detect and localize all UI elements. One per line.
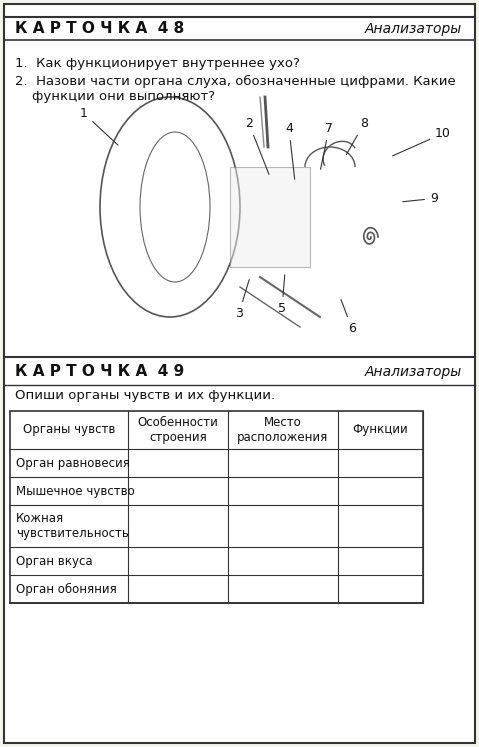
Text: 2.  Назови части органа слуха, обозначенные цифрами. Какие
    функции они выпол: 2. Назови части органа слуха, обозначенн…: [15, 75, 456, 103]
FancyBboxPatch shape: [230, 167, 310, 267]
Text: Органы чувств: Органы чувств: [23, 424, 115, 436]
Text: Анализаторы: Анализаторы: [365, 365, 462, 379]
Text: Опиши органы чувств и их функции.: Опиши органы чувств и их функции.: [15, 389, 275, 402]
Text: Место
расположения: Место расположения: [238, 416, 329, 444]
Text: 6: 6: [341, 300, 356, 335]
Text: Мышечное чувство: Мышечное чувство: [16, 485, 135, 498]
Text: Орган обоняния: Орган обоняния: [16, 583, 117, 595]
FancyBboxPatch shape: [4, 4, 475, 743]
Text: 5: 5: [278, 275, 286, 315]
Text: 1: 1: [80, 107, 118, 145]
Text: 3: 3: [235, 279, 249, 320]
Text: К А Р Т О Ч К А  4 9: К А Р Т О Ч К А 4 9: [15, 365, 184, 379]
Text: 2: 2: [245, 117, 269, 174]
Text: Функции: Функции: [353, 424, 409, 436]
FancyBboxPatch shape: [10, 411, 423, 603]
Text: 1.  Как функционирует внутреннее ухо?: 1. Как функционирует внутреннее ухо?: [15, 57, 300, 70]
Text: 4: 4: [285, 122, 295, 179]
Text: Кожная
чувствительность: Кожная чувствительность: [16, 512, 129, 540]
Text: 7: 7: [320, 122, 333, 170]
Text: 10: 10: [393, 127, 451, 156]
Text: 8: 8: [346, 117, 368, 155]
Text: Анализаторы: Анализаторы: [365, 22, 462, 36]
Text: Орган вкуса: Орган вкуса: [16, 554, 92, 568]
Text: Орган равновесия: Орган равновесия: [16, 456, 130, 470]
Text: Особенности
строения: Особенности строения: [137, 416, 218, 444]
Text: К А Р Т О Ч К А  4 8: К А Р Т О Ч К А 4 8: [15, 21, 184, 36]
Text: 9: 9: [403, 192, 438, 205]
